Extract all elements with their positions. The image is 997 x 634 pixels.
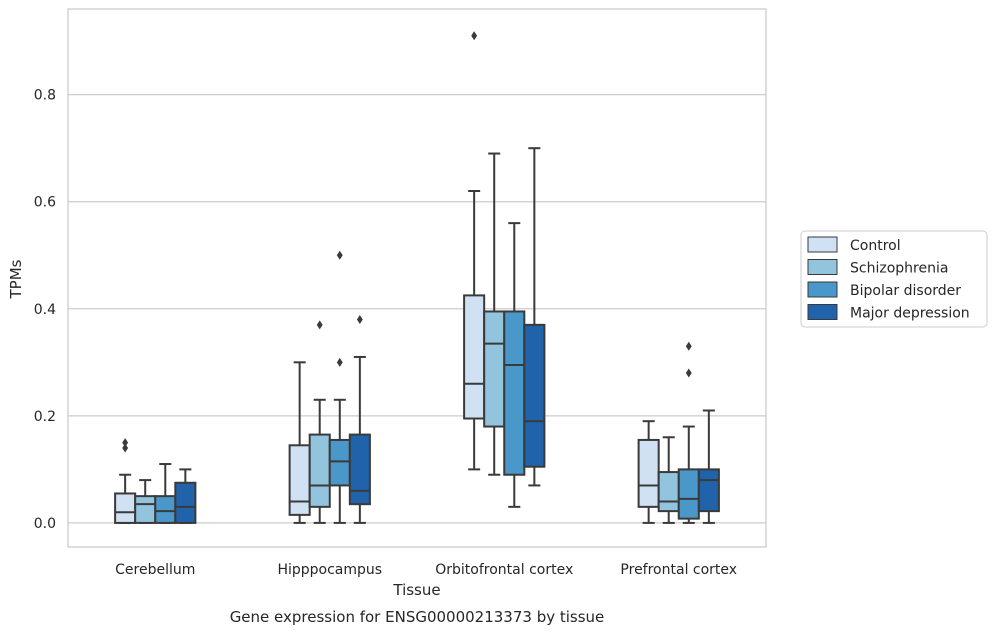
box-0 xyxy=(114,438,137,524)
grid-lines xyxy=(68,94,766,524)
outlier-point xyxy=(122,438,129,448)
x-tick-labels: Cerebellum Hipppocampus Orbitofrontal cort… xyxy=(115,562,737,578)
chart-caption: Gene expression for ENSG00000213373 by t… xyxy=(230,608,605,626)
plot-frame xyxy=(67,8,767,548)
x-tick-label: Cerebellum xyxy=(115,562,195,578)
box-body xyxy=(154,495,177,524)
box-2 xyxy=(463,31,486,471)
series-group xyxy=(134,152,680,524)
x-axis-title: Tissue xyxy=(392,581,440,599)
legend-label: Control xyxy=(850,238,901,254)
box-body xyxy=(308,433,331,508)
box-body xyxy=(114,492,137,524)
box-1 xyxy=(328,250,351,524)
legend-swatch xyxy=(807,281,838,298)
outlier-point xyxy=(336,250,343,260)
box-body xyxy=(523,323,546,468)
legend-label: Schizophrenia xyxy=(850,261,948,277)
outlier-point xyxy=(316,320,323,330)
box-series-layer xyxy=(114,31,720,524)
y-tick-label: 0.0 xyxy=(34,516,56,532)
box-1 xyxy=(308,320,331,524)
box-3 xyxy=(697,409,720,524)
legend-label: Bipolar disorder xyxy=(850,283,961,299)
legend-frame xyxy=(800,230,988,328)
x-tick-label: Prefrontal cortex xyxy=(620,562,737,578)
box-body xyxy=(463,294,486,420)
box-body xyxy=(174,481,197,524)
outlier-point xyxy=(685,368,692,378)
box-1 xyxy=(348,314,371,524)
y-tick-label: 0.6 xyxy=(34,195,56,211)
series-group xyxy=(114,31,660,524)
box-body xyxy=(677,468,700,520)
outlier-point xyxy=(356,314,363,324)
y-tick-labels: 0.0 0.2 0.4 0.6 0.8 xyxy=(34,88,56,532)
box-body xyxy=(348,433,371,506)
legend-swatch xyxy=(807,236,838,253)
box-body xyxy=(503,310,526,476)
box-body xyxy=(697,468,720,513)
y-tick-label: 0.8 xyxy=(34,88,56,104)
legend-swatch xyxy=(807,259,838,275)
box-body xyxy=(328,438,351,487)
series-group xyxy=(174,147,720,524)
x-tick-label: Orbitofrontal cortex xyxy=(435,562,573,578)
box-0 xyxy=(174,468,197,524)
box-3 xyxy=(677,341,700,524)
outlier-point xyxy=(122,443,129,453)
box-1 xyxy=(288,361,311,524)
box-body xyxy=(483,310,506,428)
outlier-point xyxy=(685,341,692,351)
box-body xyxy=(637,438,660,508)
box-0 xyxy=(134,479,157,524)
series-group xyxy=(154,222,700,524)
box-0 xyxy=(154,463,177,524)
legend: Control Schizophrenia Bipolar disorder Majo… xyxy=(800,230,988,328)
box-body xyxy=(657,471,680,513)
box-3 xyxy=(657,436,680,524)
outlier-point xyxy=(471,31,478,41)
legend-label: Major depression xyxy=(850,306,970,322)
legend-swatch xyxy=(807,304,838,320)
box-body xyxy=(288,444,311,516)
x-tick-label: Hipppocampus xyxy=(277,562,382,578)
y-axis-title: TPMs xyxy=(7,259,25,299)
box-body xyxy=(134,495,157,524)
box-2 xyxy=(503,222,526,508)
outlier-point xyxy=(336,357,343,367)
box-3 xyxy=(637,420,660,524)
y-tick-label: 0.2 xyxy=(34,409,56,425)
y-tick-label: 0.4 xyxy=(34,302,56,318)
box-2 xyxy=(523,147,546,487)
